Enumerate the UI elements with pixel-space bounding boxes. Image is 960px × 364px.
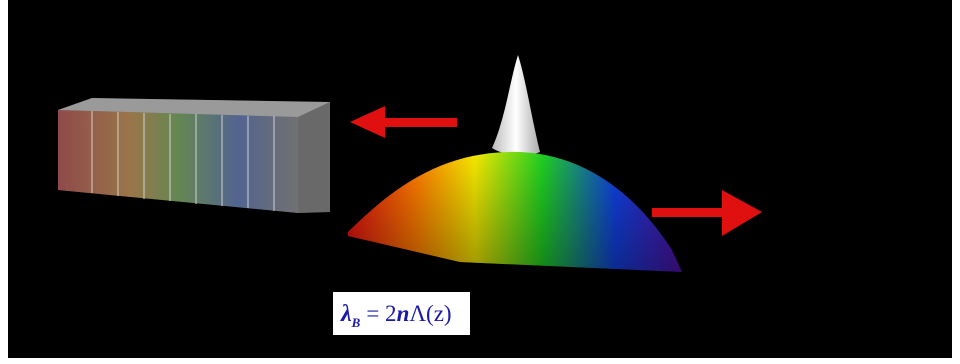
index: n xyxy=(397,301,410,326)
illustration: λB = 2nΛ(z) xyxy=(0,0,960,364)
period: Λ(z) xyxy=(409,301,451,326)
page: λB= 2nΛ(z) (() => { const data = JSON.pa… xyxy=(0,0,960,364)
symbol: λ xyxy=(340,301,352,327)
subscript: B xyxy=(351,315,361,330)
equals: = 2 xyxy=(366,301,396,326)
